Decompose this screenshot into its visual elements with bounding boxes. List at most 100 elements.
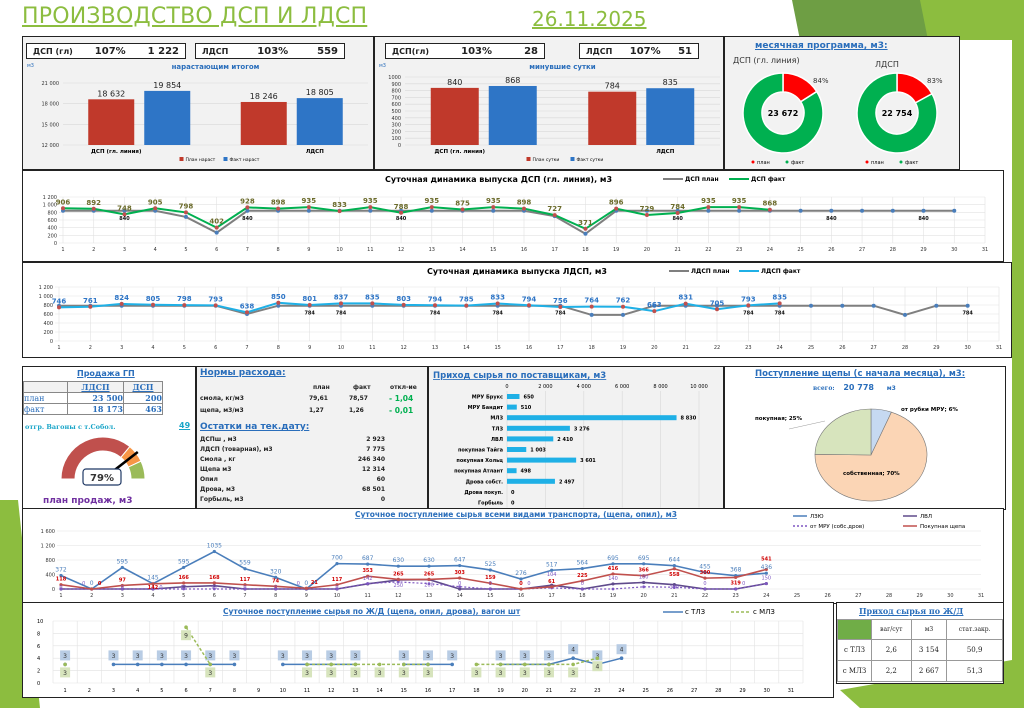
bar-value-label: 510 [521,405,532,411]
bar-value-label: 0 [511,501,515,507]
x-category-label: ЛДСП [656,149,675,155]
chip-total: всего: 20 778 м3 [813,383,896,392]
series-point [642,574,646,578]
kpi-dsp-daily: ДСП(гл) 103% 28 [385,43,545,59]
data-label-box [568,644,579,655]
stock-label: Дрова, м3 [200,486,236,493]
series-point [488,581,492,585]
series-point [401,302,406,307]
data-label-box [326,667,337,678]
series-point [88,304,93,309]
norm-deviation: - 1,04 [389,394,414,403]
x-tick-label: 17 [552,247,558,253]
bar-value-label: 19 854 [153,81,181,90]
series-point [335,583,339,587]
data-label: 833 [490,294,505,302]
x-tick-label: 11 [369,345,375,351]
data-label-box [302,650,313,661]
x-tick-label: 0 [505,384,508,390]
data-label: 21 [311,580,318,586]
y-axis-unit: м3 [379,63,386,69]
bar-value-label: 18 246 [250,92,278,101]
x-tick-label: 22 [702,593,708,599]
legend-plan-label: ЛДСП план [691,268,730,275]
series-point [366,562,370,566]
sales-col-dsp: ДСП [122,381,164,393]
plan-data-label: 840 [119,216,130,222]
data-label: 935 [701,197,716,205]
x-tick-label: 26 [824,593,830,599]
norm-fact: 78,57 [349,395,368,402]
series-point [611,587,615,591]
bar-value-label: 498 [521,469,532,475]
data-label: 4 [571,647,575,654]
data-label: 0 [527,581,530,587]
data-label: 892 [86,199,101,207]
series-point [672,564,676,568]
monthly-donut-charts: ДСП (гл. линия) 23 672 84% план факт ЛДСП 22 7… [733,56,943,166]
bar-value-label: 1 003 [530,448,546,454]
series-point [212,549,216,554]
y-tick-label: 0 [37,681,40,687]
series-point [621,304,625,309]
data-label: 416 [608,566,619,572]
stock-value: 60 [376,476,385,483]
series-point [276,303,281,308]
data-label: 3 [378,670,382,677]
donut-center-value: 23 672 [768,109,799,118]
norms-header-fact: факт [353,384,371,391]
x-tick-label: 4 [151,345,154,351]
y-tick-label: 800 [391,89,401,95]
series-point [232,662,237,667]
bar [507,394,520,399]
data-label: 835 [365,293,380,301]
series-line-2 [61,581,767,590]
series-point [243,567,247,571]
series-point [427,582,431,586]
series-point [274,587,278,591]
data-label: 803 [396,295,411,303]
legend-label: ЛЗЮ [810,514,824,520]
series-point [59,587,63,591]
x-tick-label: 1 [64,688,67,694]
series-point [450,662,454,667]
rail-table-panel: Приход сырья по Ж/Д ваг/сут м3 стат.закр… [836,602,1004,684]
cumulative-bar-chart: м3 нарастающим итогом 12 000 15 000 18 000 21… [27,63,368,163]
data-label: 837 [334,293,349,301]
data-label: 762 [616,297,631,305]
series-point [547,662,551,667]
plan-data-label: 784 [774,311,785,317]
series-point [182,581,186,585]
sales-title: Продажа ГП [77,369,135,378]
data-label: 3 [281,653,285,660]
data-label: 3 [233,653,237,660]
data-label: 805 [146,295,161,303]
y-tick-label: 1 200 [39,285,53,291]
x-tick-label: 10 [338,345,344,351]
x-tick-label: 25 [797,247,803,253]
sales-col-ldsp: ЛДСП [67,381,124,393]
x-tick-label: 16 [526,345,532,351]
data-label: 265 [424,571,435,577]
data-label: 695 [607,555,619,562]
plan-data-label: 784 [743,311,754,317]
data-label: 276 [515,570,527,577]
pie-label: покупная; 25% [755,416,803,422]
series-point [151,302,155,307]
series-point [488,587,492,591]
data-label: 260 [424,583,434,589]
sales-gauge: 79% план продаж, м3 [43,436,146,506]
data-label: 935 [424,197,439,205]
stock-label: Опил [200,476,218,483]
data-label: 3 [426,670,430,677]
x-tick-label: 17 [449,688,455,694]
series-point [737,208,742,213]
bar-fact [488,85,537,145]
x-tick-label: 26 [667,688,673,694]
x-tick-label: 11 [304,688,310,694]
x-tick-label: 28 [715,688,721,694]
gauge-segment-green [127,460,146,480]
x-tick-label: 12 [400,345,406,351]
data-label: 0 [82,581,85,587]
y-category-label: МРУ Бандит [468,405,503,411]
